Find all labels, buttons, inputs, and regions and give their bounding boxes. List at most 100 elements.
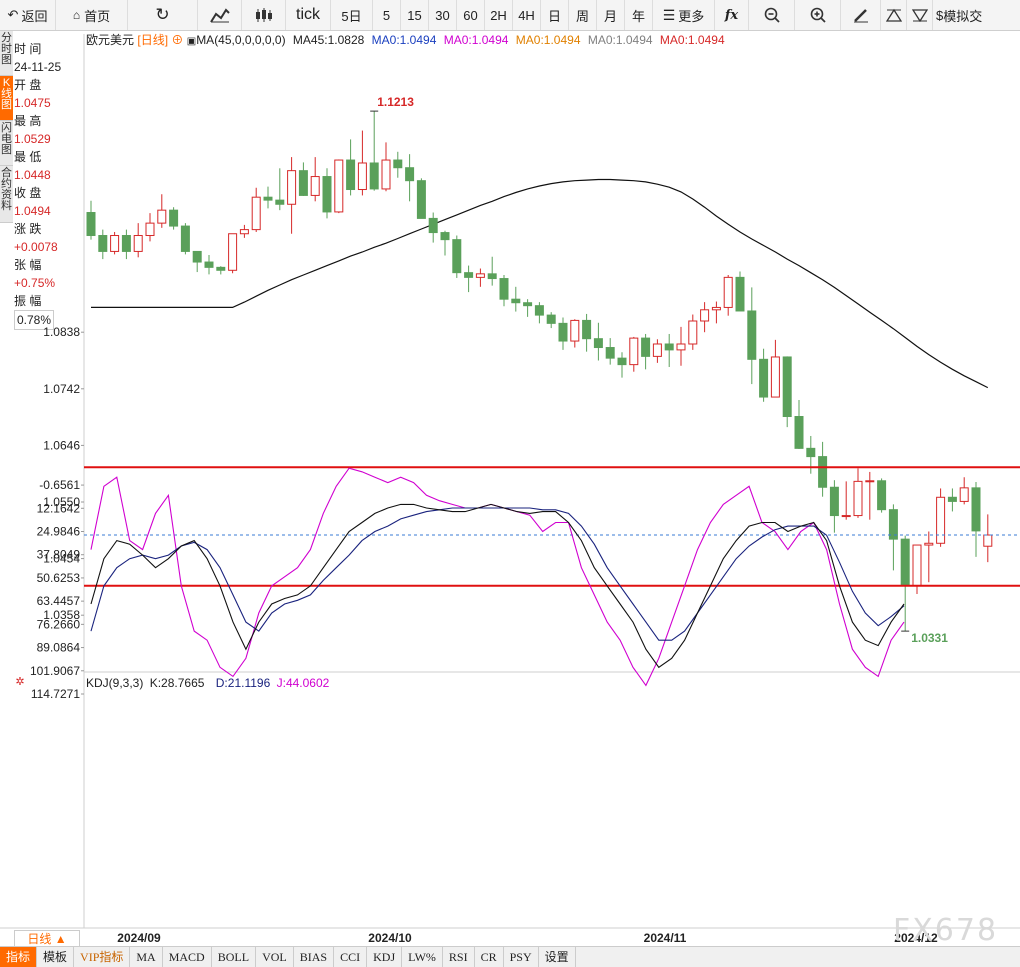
- candle-up: [841, 515, 851, 518]
- candle-down: [888, 509, 898, 540]
- home-button[interactable]: ⌂ 首页: [56, 0, 128, 30]
- back-button[interactable]: ↶ 返回: [0, 0, 56, 30]
- zoom-out-icon: [764, 7, 780, 23]
- candle-up: [251, 196, 261, 231]
- kdj-j-value: J:44.0602: [276, 676, 330, 690]
- tab-kdj[interactable]: KDJ: [367, 947, 403, 967]
- pencil-icon: [853, 9, 868, 23]
- candle-up: [629, 337, 639, 366]
- sidebar-tab-flash[interactable]: 闪电图: [0, 121, 13, 166]
- period-2h[interactable]: 2H: [485, 0, 513, 30]
- candle-up: [381, 159, 391, 190]
- candle-up: [652, 343, 662, 357]
- price-tick-label: 1.0358: [43, 608, 80, 622]
- indicator-tabs: 指标 模板 VIP指标 MA MACD BOLL VOL BIAS CCI KD…: [0, 946, 1020, 967]
- candle-up: [334, 159, 344, 213]
- candle-up: [110, 235, 120, 252]
- kdj-tick-label: 50.6253: [37, 571, 81, 585]
- tab-cci[interactable]: CCI: [334, 947, 368, 967]
- ma45-value: MA45:1.0828: [292, 33, 365, 47]
- tab-cr[interactable]: CR: [475, 947, 504, 967]
- period-year[interactable]: 年: [625, 0, 653, 30]
- tab-vol[interactable]: VOL: [256, 947, 294, 967]
- tab-templates[interactable]: 模板: [37, 947, 75, 967]
- tab-settings[interactable]: 设置: [539, 947, 576, 967]
- period-tag[interactable]: [日线]: [137, 33, 169, 47]
- refresh-button[interactable]: ↻: [128, 0, 198, 30]
- candle-down: [747, 310, 757, 360]
- price-tick-label: 1.0742: [43, 382, 80, 396]
- candlestick-button[interactable]: [242, 0, 286, 30]
- period-60[interactable]: 60: [457, 0, 485, 30]
- triangle-up-button[interactable]: [881, 0, 907, 30]
- sidebar-tab-timeshare[interactable]: 分时图: [0, 31, 13, 76]
- home-icon: ⌂: [72, 8, 81, 22]
- candle-up: [357, 162, 367, 191]
- candle-down: [794, 416, 804, 449]
- candle-down: [464, 272, 474, 278]
- candle-down: [605, 347, 615, 359]
- ma45-line: [91, 178, 989, 389]
- formula-button[interactable]: fx: [715, 0, 749, 30]
- candle-down: [322, 176, 332, 213]
- zoom-out-button[interactable]: [749, 0, 795, 30]
- candle-up: [912, 544, 922, 587]
- candle-up: [770, 356, 780, 398]
- settings-icon[interactable]: ⊕: [171, 33, 184, 47]
- tab-macd[interactable]: MACD: [163, 947, 212, 967]
- period-15[interactable]: 15: [401, 0, 429, 30]
- low-label: 最 低: [14, 150, 42, 164]
- candle-down: [617, 357, 627, 366]
- period-5[interactable]: 5: [373, 0, 401, 30]
- kdj-tick-label: 76.2660: [37, 617, 81, 631]
- candle-down: [782, 356, 792, 418]
- tab-indicators[interactable]: 指标: [0, 947, 38, 967]
- tab-boll[interactable]: BOLL: [212, 947, 257, 967]
- demo-trade-button[interactable]: $ 模拟交: [936, 7, 983, 24]
- period-month[interactable]: 月: [597, 0, 625, 30]
- candle-down: [369, 162, 379, 190]
- tab-bias[interactable]: BIAS: [294, 947, 335, 967]
- tick-button[interactable]: tick: [286, 0, 331, 30]
- toolbar: ↶ 返回 ⌂ 首页 ↻ tick 5日 5 15 30 60 2H 4H 日 周 月…: [0, 0, 1020, 31]
- candle-down: [192, 250, 202, 263]
- more-button[interactable]: ☰ 更多: [653, 0, 715, 30]
- zoom-in-button[interactable]: [795, 0, 841, 30]
- candle-down: [511, 298, 521, 304]
- high-value: 1.0529: [14, 132, 51, 146]
- candle-down: [546, 314, 556, 324]
- candle-down: [818, 456, 828, 488]
- period-day[interactable]: 日: [541, 0, 569, 30]
- date-axis-label: 2024/11: [644, 931, 687, 945]
- candle-up: [936, 496, 946, 544]
- candle-down: [593, 338, 603, 349]
- candle-up: [983, 534, 993, 547]
- sidebar-tab-contract[interactable]: 合约资料: [0, 166, 13, 223]
- sidebar-tab-kline[interactable]: K线图: [0, 76, 13, 121]
- candle-down: [582, 319, 592, 340]
- period-4h[interactable]: 4H: [513, 0, 541, 30]
- period-week[interactable]: 周: [569, 0, 597, 30]
- kdj-tick-label: -0.6561: [39, 478, 80, 492]
- triangle-down-button[interactable]: [907, 0, 933, 30]
- period-30[interactable]: 30: [429, 0, 457, 30]
- candle-down: [558, 322, 568, 342]
- line-chart-button[interactable]: [198, 0, 242, 30]
- high-label: 最 高: [14, 114, 42, 128]
- candle-up: [959, 487, 969, 502]
- five-day-button[interactable]: 5日: [331, 0, 373, 30]
- candle-up: [865, 480, 875, 483]
- candle-down: [641, 337, 651, 357]
- tab-vip-indicators[interactable]: VIP指标: [74, 947, 131, 967]
- candle-up: [239, 229, 249, 235]
- period-selector[interactable]: 日线 ▲: [14, 930, 80, 948]
- price-tick-label: 1.0646: [43, 438, 80, 452]
- tab-ma[interactable]: MA: [130, 947, 163, 967]
- tab-psy[interactable]: PSY: [504, 947, 539, 967]
- tab-lw[interactable]: LW%: [402, 947, 443, 967]
- draw-button[interactable]: [841, 0, 881, 30]
- candle-down: [298, 170, 308, 196]
- tab-rsi[interactable]: RSI: [443, 947, 475, 967]
- kdj-tick-label: 114.7271: [31, 687, 80, 701]
